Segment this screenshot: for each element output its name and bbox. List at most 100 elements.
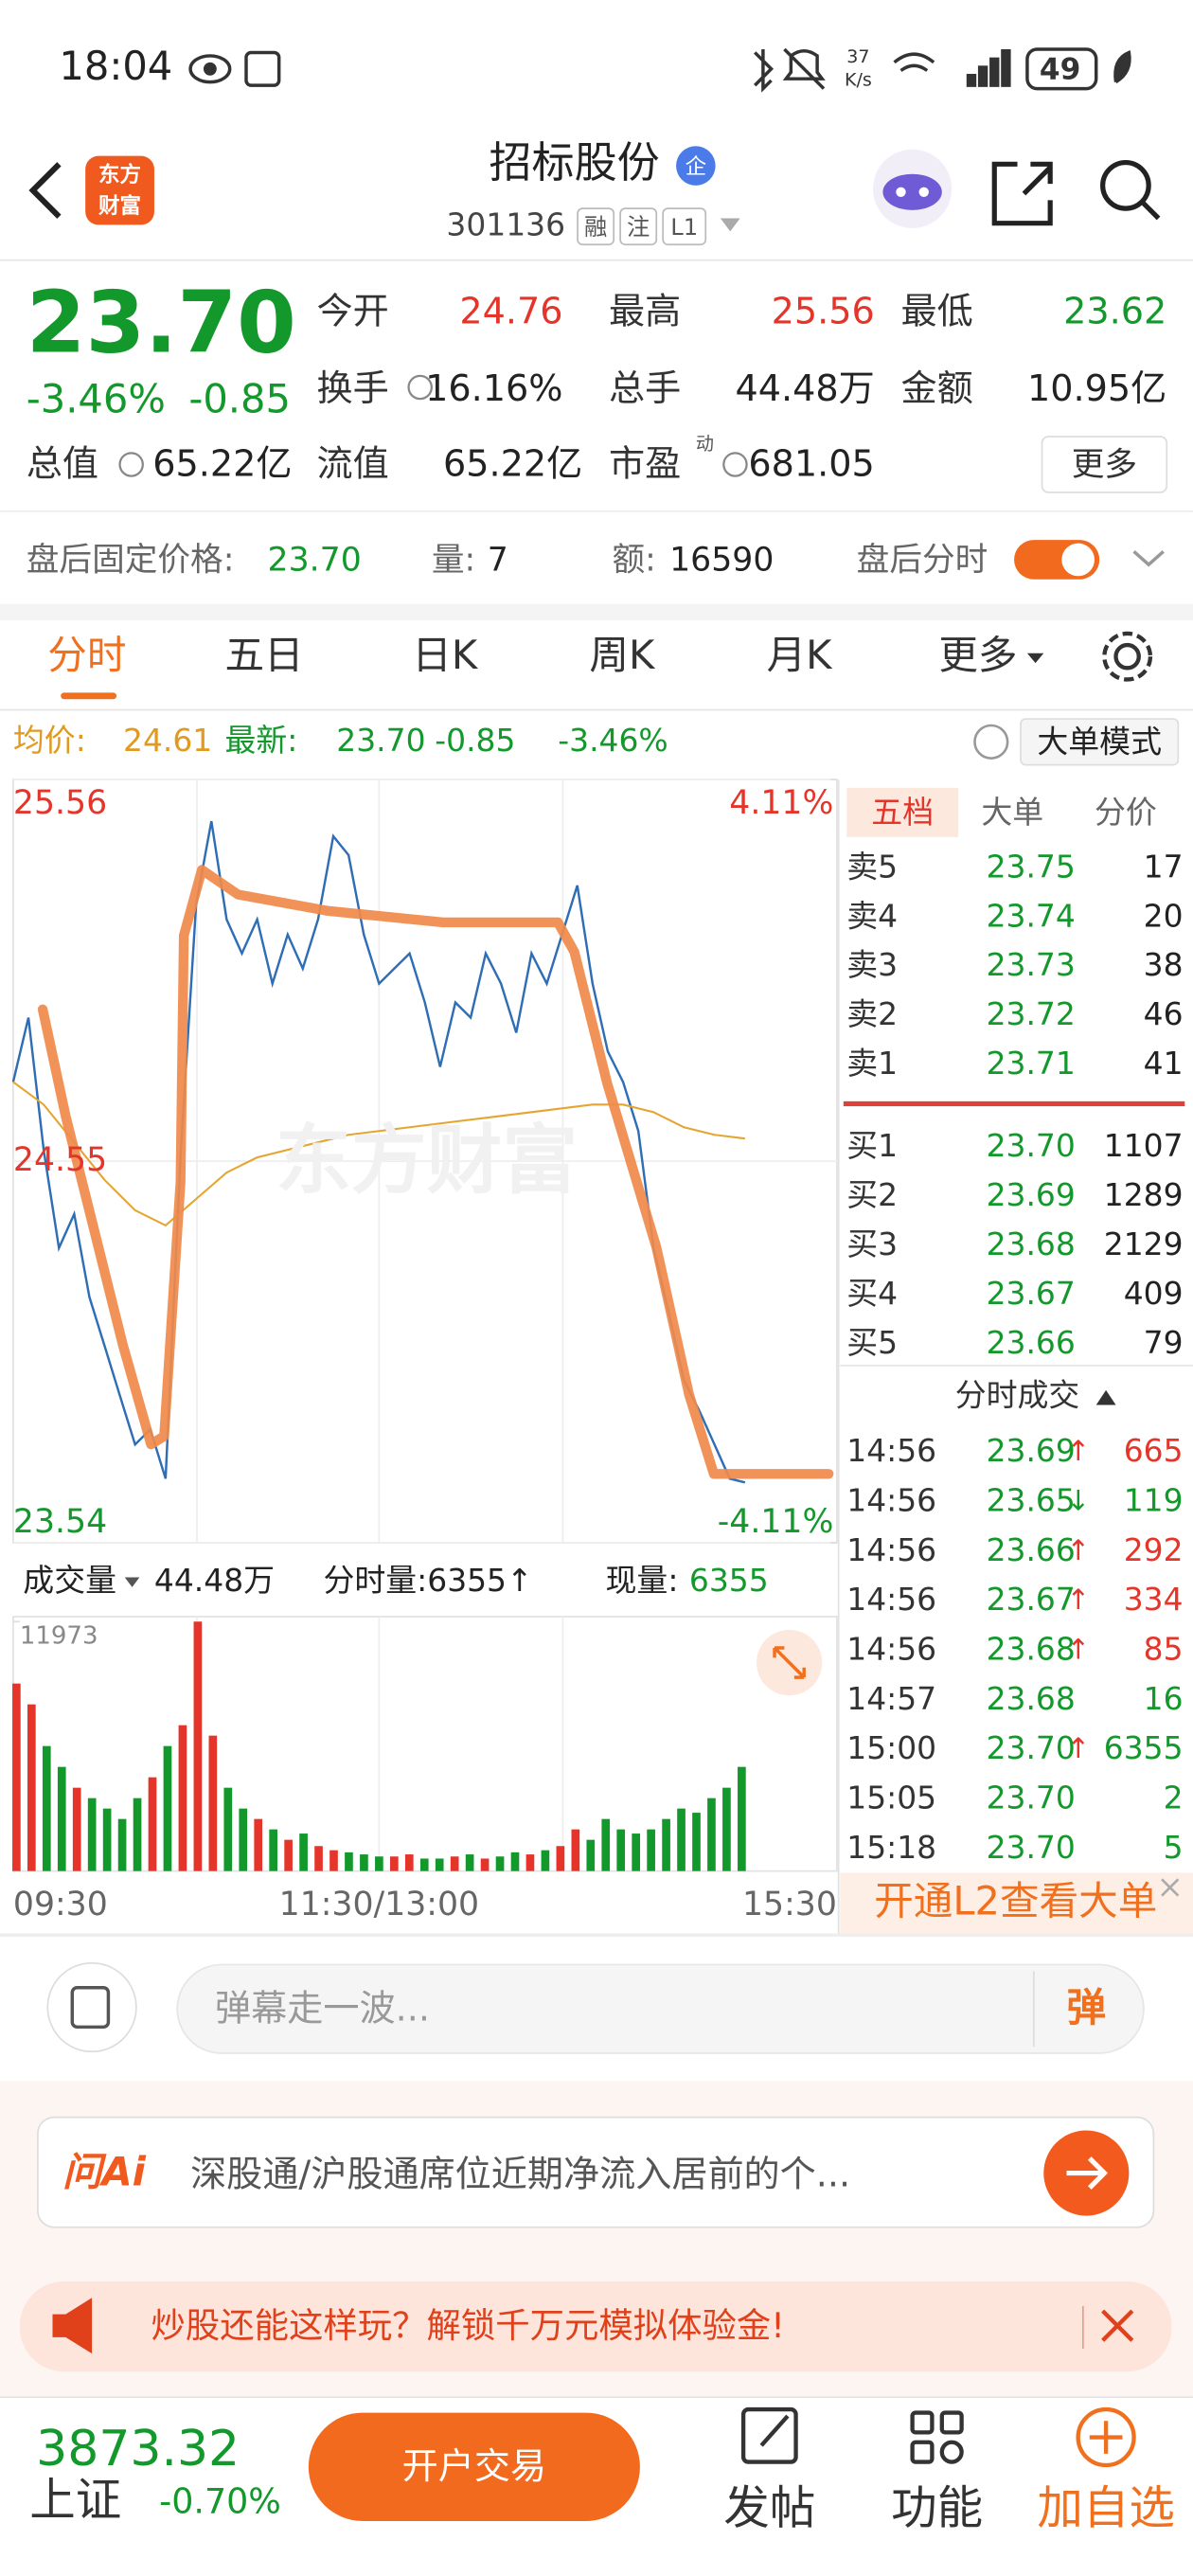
- tag-box: [662, 207, 707, 246]
- watermark: 东方财富: [276, 1116, 578, 1204]
- trades-title: 分时成交: [955, 1376, 1080, 1413]
- volume-bar: [208, 1735, 218, 1871]
- book-volume: 41: [1144, 1045, 1184, 1082]
- trade-volume: 16: [1144, 1680, 1184, 1717]
- volume-bar: [284, 1839, 293, 1871]
- volume-bar: [375, 1856, 383, 1871]
- book-label: 买1: [846, 1127, 898, 1164]
- help-icon[interactable]: [973, 724, 1009, 760]
- arrow-icon: [1066, 2156, 1109, 2190]
- close-icon[interactable]: [1101, 2309, 1134, 2342]
- share-button[interactable]: [991, 161, 1053, 226]
- trade-price: 23.65: [987, 1482, 1076, 1519]
- divider: [0, 2396, 1193, 2398]
- sort-arrow: [1095, 1389, 1116, 1405]
- promo-text: 炒股还能这样玩？解锁千万元模拟体验金!: [151, 2305, 784, 2346]
- trade-volume: 334: [1124, 1581, 1184, 1618]
- book-price: 23.66: [987, 1324, 1076, 1361]
- settings-button[interactable]: [1102, 631, 1153, 682]
- megaphone-icon: [52, 2298, 93, 2354]
- trade-time: 15:18: [846, 1829, 936, 1866]
- trade-arrow: ↓: [1067, 1485, 1091, 1517]
- y-tick-label: 24.55: [13, 1141, 107, 1179]
- comment-placeholder: 弹幕走一波...: [215, 1987, 430, 2029]
- volume-label[interactable]: 成交量: [23, 1562, 116, 1599]
- book-tab[interactable]: 分价: [1095, 794, 1157, 831]
- tab[interactable]: 五日: [224, 632, 303, 678]
- nav-item[interactable]: 功能: [891, 2482, 983, 2535]
- stock-name: 招标股份: [490, 137, 660, 188]
- volume-bar: [148, 1777, 157, 1871]
- volume-bar: [571, 1829, 580, 1871]
- current-volume: 6355: [689, 1562, 769, 1599]
- volume-bar: [254, 1818, 263, 1871]
- change-pct: -3.46%: [27, 376, 166, 422]
- field-superscript: 动: [696, 434, 714, 455]
- y-tick-label: 23.54: [13, 1503, 107, 1541]
- y-tick-label: 25.56: [13, 784, 107, 822]
- nav-item[interactable]: 加自选: [1037, 2482, 1175, 2535]
- trade-arrow: ↑: [1067, 1732, 1091, 1764]
- book-volume: 2129: [1104, 1225, 1184, 1262]
- mode-label[interactable]: 大单模式: [1037, 724, 1162, 760]
- tab[interactable]: 月K: [767, 632, 834, 678]
- search-button[interactable]: [1100, 159, 1161, 221]
- volume-bar: [163, 1745, 172, 1871]
- tag: 注: [627, 213, 650, 241]
- tab[interactable]: 周K: [589, 632, 656, 678]
- danmaku-button[interactable]: 弹: [1067, 1984, 1107, 2030]
- upgrade-text[interactable]: 开通L2查看大单: [874, 1877, 1157, 1923]
- comment-settings[interactable]: [46, 1961, 137, 2053]
- index-value: 3873.32: [36, 2421, 240, 2478]
- volume-bar: [223, 1787, 233, 1871]
- active-tab: [846, 787, 959, 837]
- upgrade-banner[interactable]: [840, 1872, 1193, 1934]
- book-label: 卖3: [846, 946, 898, 983]
- book-volume: 79: [1144, 1324, 1184, 1361]
- volume-bar: [450, 1856, 459, 1871]
- nav-item[interactable]: 发帖: [723, 2482, 815, 2535]
- volume-bar: [419, 1858, 429, 1871]
- trade-button[interactable]: [308, 2412, 640, 2521]
- mode-button[interactable]: [1020, 718, 1180, 766]
- trade-volume: 292: [1124, 1531, 1184, 1568]
- book-price: 23.71: [987, 1045, 1076, 1082]
- volume-bar: [647, 1829, 655, 1871]
- volume-bar: [541, 1850, 550, 1871]
- dropdown-arrow[interactable]: [720, 218, 740, 232]
- close-icon[interactable]: [1161, 1878, 1180, 1897]
- last-price: 23.70: [27, 273, 296, 372]
- trade-price: 23.68: [987, 1680, 1076, 1717]
- volume-bar: [662, 1818, 670, 1871]
- trade-volume: 665: [1124, 1432, 1184, 1469]
- comment-input[interactable]: [176, 1963, 1145, 2054]
- trade-price: 23.68: [987, 1631, 1076, 1668]
- more-button[interactable]: [1041, 436, 1168, 493]
- field-value: 65.22亿: [443, 443, 582, 485]
- trade-label[interactable]: 开户交易: [402, 2445, 546, 2487]
- trade-volume: 5: [1164, 1829, 1184, 1866]
- trade-time: 14:56: [846, 1531, 936, 1568]
- field-label: 总值: [27, 443, 98, 485]
- book-label: 买3: [846, 1225, 898, 1262]
- after-hours-volume: 7: [488, 542, 508, 580]
- volume-bar: [556, 1846, 565, 1871]
- tab[interactable]: 分时: [47, 632, 126, 678]
- more-label[interactable]: 更多: [1072, 446, 1137, 484]
- dropdown-arrow[interactable]: [124, 1577, 140, 1587]
- ai-search-box[interactable]: [37, 2116, 1155, 2228]
- back-button[interactable]: [28, 162, 62, 219]
- expand-arrow[interactable]: [1132, 550, 1165, 567]
- tab[interactable]: 日K: [412, 632, 479, 678]
- promo-banner[interactable]: [19, 2281, 1172, 2372]
- net-speed: 37: [846, 46, 869, 67]
- tab[interactable]: 更多: [938, 632, 1017, 678]
- trade-price: 23.70: [987, 1729, 1076, 1766]
- divider: [0, 510, 1193, 512]
- badge: [676, 146, 716, 186]
- latest-label: 最新:: [224, 722, 297, 759]
- assistant-avatar[interactable]: [873, 149, 953, 228]
- book-tab[interactable]: 五档: [871, 794, 934, 831]
- book-tab[interactable]: 大单: [981, 794, 1043, 831]
- field-label: 总手: [609, 367, 681, 409]
